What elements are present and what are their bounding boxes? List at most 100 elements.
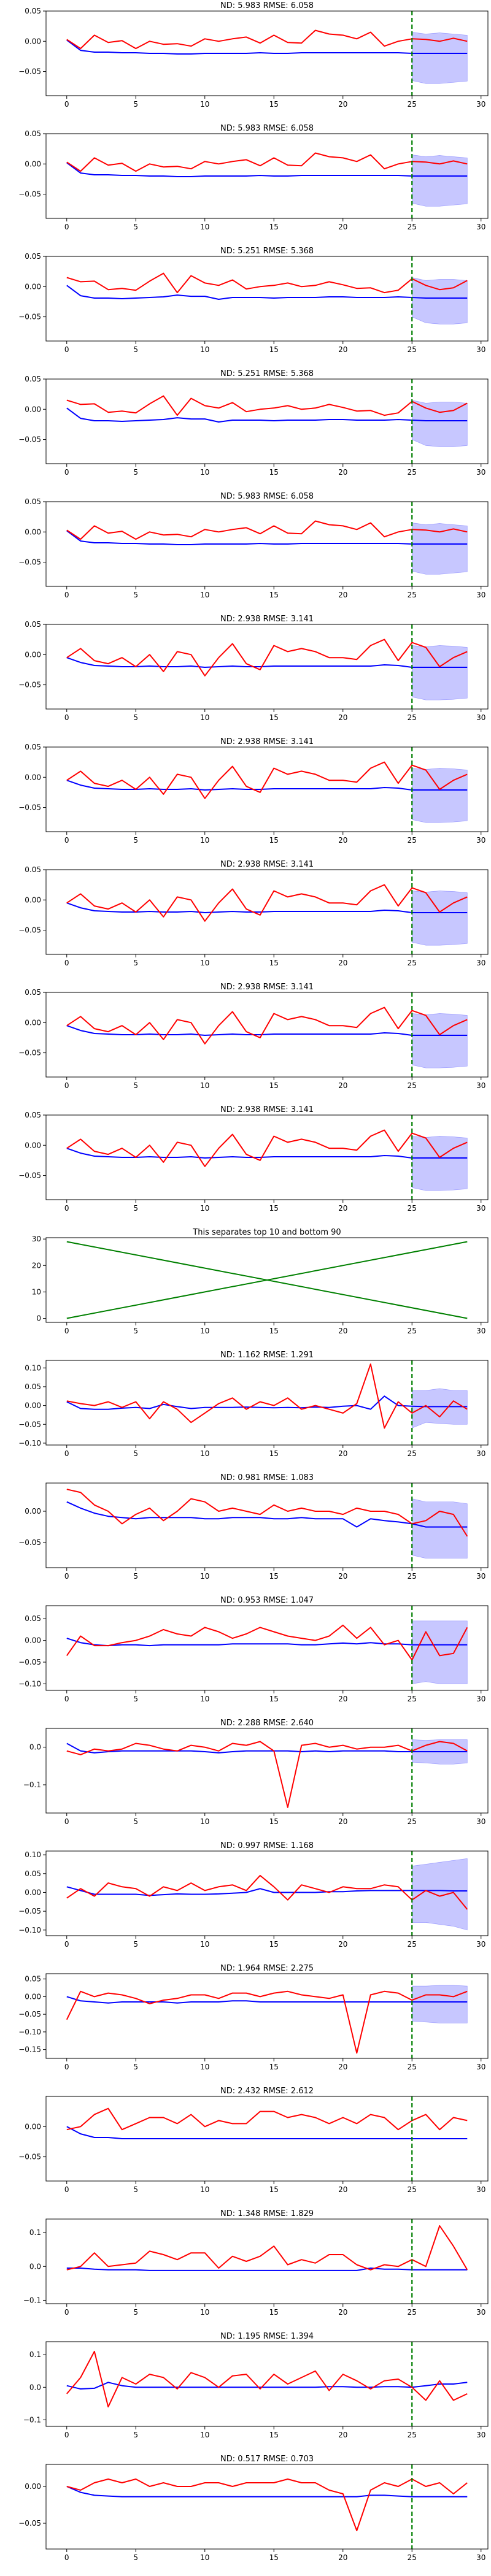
y-tick-label: 30 [32,1235,41,1243]
y-tick-label: 0.00 [25,1636,41,1645]
chart-panel-19: ND: 1.348 RMSE: 1.829 0 5 10 15 20 25 30 0.1 0.0 −… [23,2209,489,2317]
forecast-series-line [66,162,468,177]
x-tick-label: 20 [338,223,347,231]
x-tick-label: 0 [64,1327,69,1335]
plot-area [66,2096,468,2181]
x-tick-label: 0 [64,1572,69,1581]
chart-panel-7: ND: 2.938 RMSE: 3.141 0 5 10 15 20 25 30 0.05 0.0… [18,737,489,845]
forecast-series-line [66,657,468,668]
x-tick-label: 25 [408,2553,417,2562]
x-tick-label: 0 [64,1817,69,1826]
x-tick-label: 10 [200,836,209,845]
x-tick-label: 30 [476,2308,485,2317]
axes-frame [45,501,489,587]
x-tick-label: 25 [408,1572,417,1581]
x-tick-label: 25 [408,1204,417,1213]
y-tick-label: 0.00 [25,37,41,45]
y-tick-label: 0.1 [29,2350,41,2359]
x-tick-label: 5 [133,2553,138,2562]
plot-area [66,379,468,464]
x-tick-label: 20 [338,1817,347,1826]
plot-area [66,1115,468,1200]
plot-area [66,747,468,832]
y-tick-label: −0.05 [18,1538,41,1547]
chart-title: ND: 0.981 RMSE: 1.083 [220,1473,314,1482]
axes-frame [45,256,489,342]
x-tick-label: 20 [338,836,347,845]
actual-series-line [66,1006,468,1045]
actual-series-line [66,2478,468,2531]
x-tick-label: 10 [200,2553,209,2562]
x-tick-label: 5 [133,2308,138,2317]
chart-panel-5: ND: 5.983 RMSE: 6.058 0 5 10 15 20 25 30 0.05 0.0… [18,492,489,599]
x-tick-label: 15 [269,591,279,599]
x-tick-label: 20 [338,2185,347,2194]
x-tick-label: 10 [200,1940,209,1949]
actual-series-line [66,2225,468,2271]
x-tick-label: 20 [338,713,347,722]
y-tick-label: −0.05 [18,1420,41,1428]
x-tick-label: 5 [133,1081,138,1090]
x-tick-label: 20 [338,2308,347,2317]
confidence-band [411,1013,468,1068]
y-tick-label: −0.05 [18,2153,41,2161]
actual-series-line [66,884,468,922]
chart-title: ND: 1.195 RMSE: 1.394 [220,2332,314,2341]
axes-frame [45,1114,489,1200]
confidence-band [411,1388,468,1428]
forecast-series-line [66,39,468,55]
axes-frame [45,2341,489,2427]
x-tick-label: 30 [476,2063,485,2071]
confidence-band [411,1858,468,1931]
x-tick-label: 25 [408,836,417,845]
y-tick-label: −0.05 [18,926,41,935]
x-tick-label: 20 [338,2431,347,2439]
y-tick-label: 0 [36,1314,41,1323]
y-tick-label: 0.00 [25,895,41,904]
plot-area [66,256,468,341]
plot-area [66,2219,468,2304]
forecast-series-line [66,1501,468,1528]
x-tick-label: 0 [64,100,69,109]
x-tick-label: 5 [133,1327,138,1335]
x-tick-label: 10 [200,223,209,231]
x-tick-label: 0 [64,223,69,231]
forecast-series-line [66,407,468,423]
x-tick-label: 10 [200,1449,209,1458]
forecast-series-line [66,2267,468,2271]
actual-series-line [66,638,468,677]
x-tick-label: 5 [133,1940,138,1949]
confidence-band [411,32,468,84]
chart-title: ND: 1.964 RMSE: 2.275 [220,1964,314,1973]
plot-area [66,1606,468,1690]
chart-panel-8: ND: 2.938 RMSE: 3.141 0 5 10 15 20 25 30 0.05 0.0… [18,860,489,967]
y-tick-label: −0.05 [18,435,41,444]
x-tick-label: 15 [269,1081,279,1090]
chart-panel-13: ND: 0.981 RMSE: 1.083 0 5 10 15 20 25 30 0.00 −0.… [18,1473,489,1581]
actual-series-line [66,1990,468,2054]
x-tick-label: 10 [200,1572,209,1581]
x-tick-label: 5 [133,468,138,477]
chart-title: ND: 2.938 RMSE: 3.141 [220,860,314,869]
forecast-series-line [66,1886,468,1896]
confidence-band [411,155,468,207]
y-tick-label: 0.00 [25,1141,41,1149]
x-tick-label: 30 [476,2553,485,2562]
x-tick-label: 30 [476,2185,485,2194]
x-tick-label: 15 [269,2063,279,2071]
chart-title: ND: 5.251 RMSE: 5.368 [220,247,314,256]
y-tick-label: 0.00 [25,527,41,536]
x-tick-label: 20 [338,1204,347,1213]
chart-title: ND: 5.983 RMSE: 6.058 [220,492,314,501]
plot-area [66,992,468,1077]
chart-panel-11: This separates top 10 and bottom 90 0 5 10 1… [32,1228,489,1335]
x-tick-label: 15 [269,1327,279,1335]
forecast-series-line [66,2382,468,2390]
x-tick-label: 25 [408,591,417,599]
chart-title: ND: 5.983 RMSE: 6.058 [220,1,314,10]
y-tick-label: 0.00 [25,282,41,291]
y-tick-label: −0.05 [18,2010,41,2018]
plot-area [66,502,468,586]
x-tick-label: 10 [200,345,209,354]
actual-series-line [66,272,468,294]
